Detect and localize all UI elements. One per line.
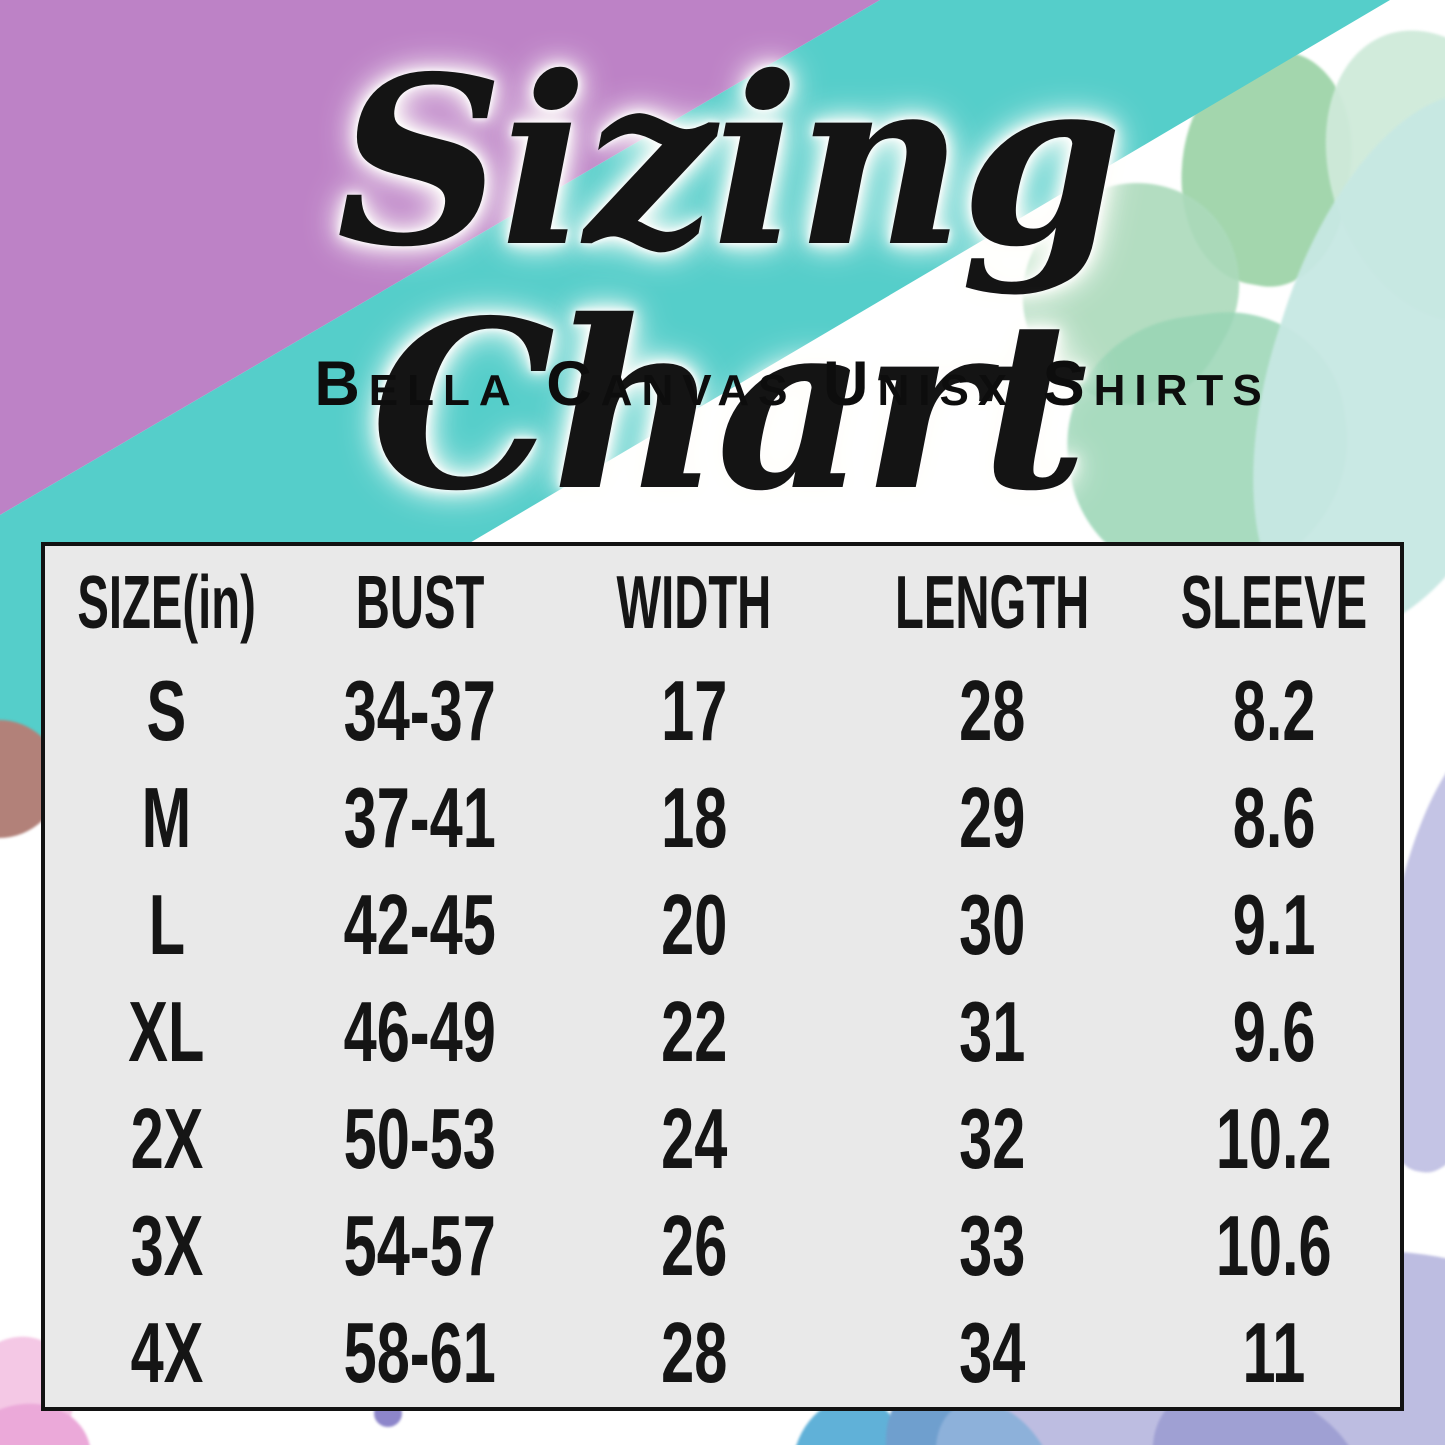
column-header: SIZE(in) bbox=[77, 560, 256, 644]
table-cell: M bbox=[141, 770, 192, 866]
column-header: BUST bbox=[355, 560, 485, 644]
table-cell: 24 bbox=[660, 1091, 728, 1187]
table-cell: 17 bbox=[660, 663, 728, 759]
table-cell: 3X bbox=[130, 1198, 203, 1294]
table-cell: S bbox=[146, 663, 187, 759]
table-cell: 58-61 bbox=[343, 1305, 497, 1401]
table-cell: 8.6 bbox=[1232, 770, 1316, 866]
size-table: SIZE(in) BUST WIDTH LENGTH SLEEVE S 34-37 17 28 8… bbox=[41, 542, 1404, 1411]
table-cell: 42-45 bbox=[343, 877, 497, 973]
table-cell: 33 bbox=[958, 1198, 1026, 1294]
table-cell: 10.2 bbox=[1216, 1091, 1332, 1187]
table-cell: 4X bbox=[130, 1305, 203, 1401]
table-cell: 34-37 bbox=[343, 663, 497, 759]
table-cell: 31 bbox=[958, 984, 1026, 1080]
table-cell: 54-57 bbox=[343, 1198, 497, 1294]
column-header: WIDTH bbox=[616, 560, 772, 644]
table-cell: 29 bbox=[958, 770, 1026, 866]
table-cell: 26 bbox=[660, 1198, 728, 1294]
table-cell: 9.6 bbox=[1232, 984, 1316, 1080]
column-header: SLEEVE bbox=[1180, 560, 1368, 644]
table-cell: 28 bbox=[660, 1305, 728, 1401]
page-title: Sizing Chart bbox=[336, 25, 1122, 542]
table-cell: 50-53 bbox=[343, 1091, 497, 1187]
table-cell: 11 bbox=[1242, 1305, 1306, 1401]
table-cell: 32 bbox=[958, 1091, 1026, 1187]
table-cell: 22 bbox=[660, 984, 728, 1080]
table-cell: XL bbox=[128, 984, 205, 1080]
table-cell: 8.2 bbox=[1232, 663, 1316, 759]
table-cell: 9.1 bbox=[1232, 877, 1316, 973]
table-cell: 20 bbox=[660, 877, 728, 973]
table-cell: 10.6 bbox=[1216, 1198, 1332, 1294]
table-cell: 34 bbox=[958, 1305, 1026, 1401]
table-cell: 37-41 bbox=[343, 770, 497, 866]
table-cell: 18 bbox=[660, 770, 728, 866]
table-cell: 28 bbox=[958, 663, 1026, 759]
table-cell: 2X bbox=[130, 1091, 203, 1187]
subtitle: Bella Canvas Unisx Shirts bbox=[314, 349, 1271, 419]
table-cell: 46-49 bbox=[343, 984, 497, 1080]
table-cell: 30 bbox=[958, 877, 1026, 973]
table-cell: L bbox=[148, 877, 185, 973]
column-header: LENGTH bbox=[894, 560, 1090, 644]
